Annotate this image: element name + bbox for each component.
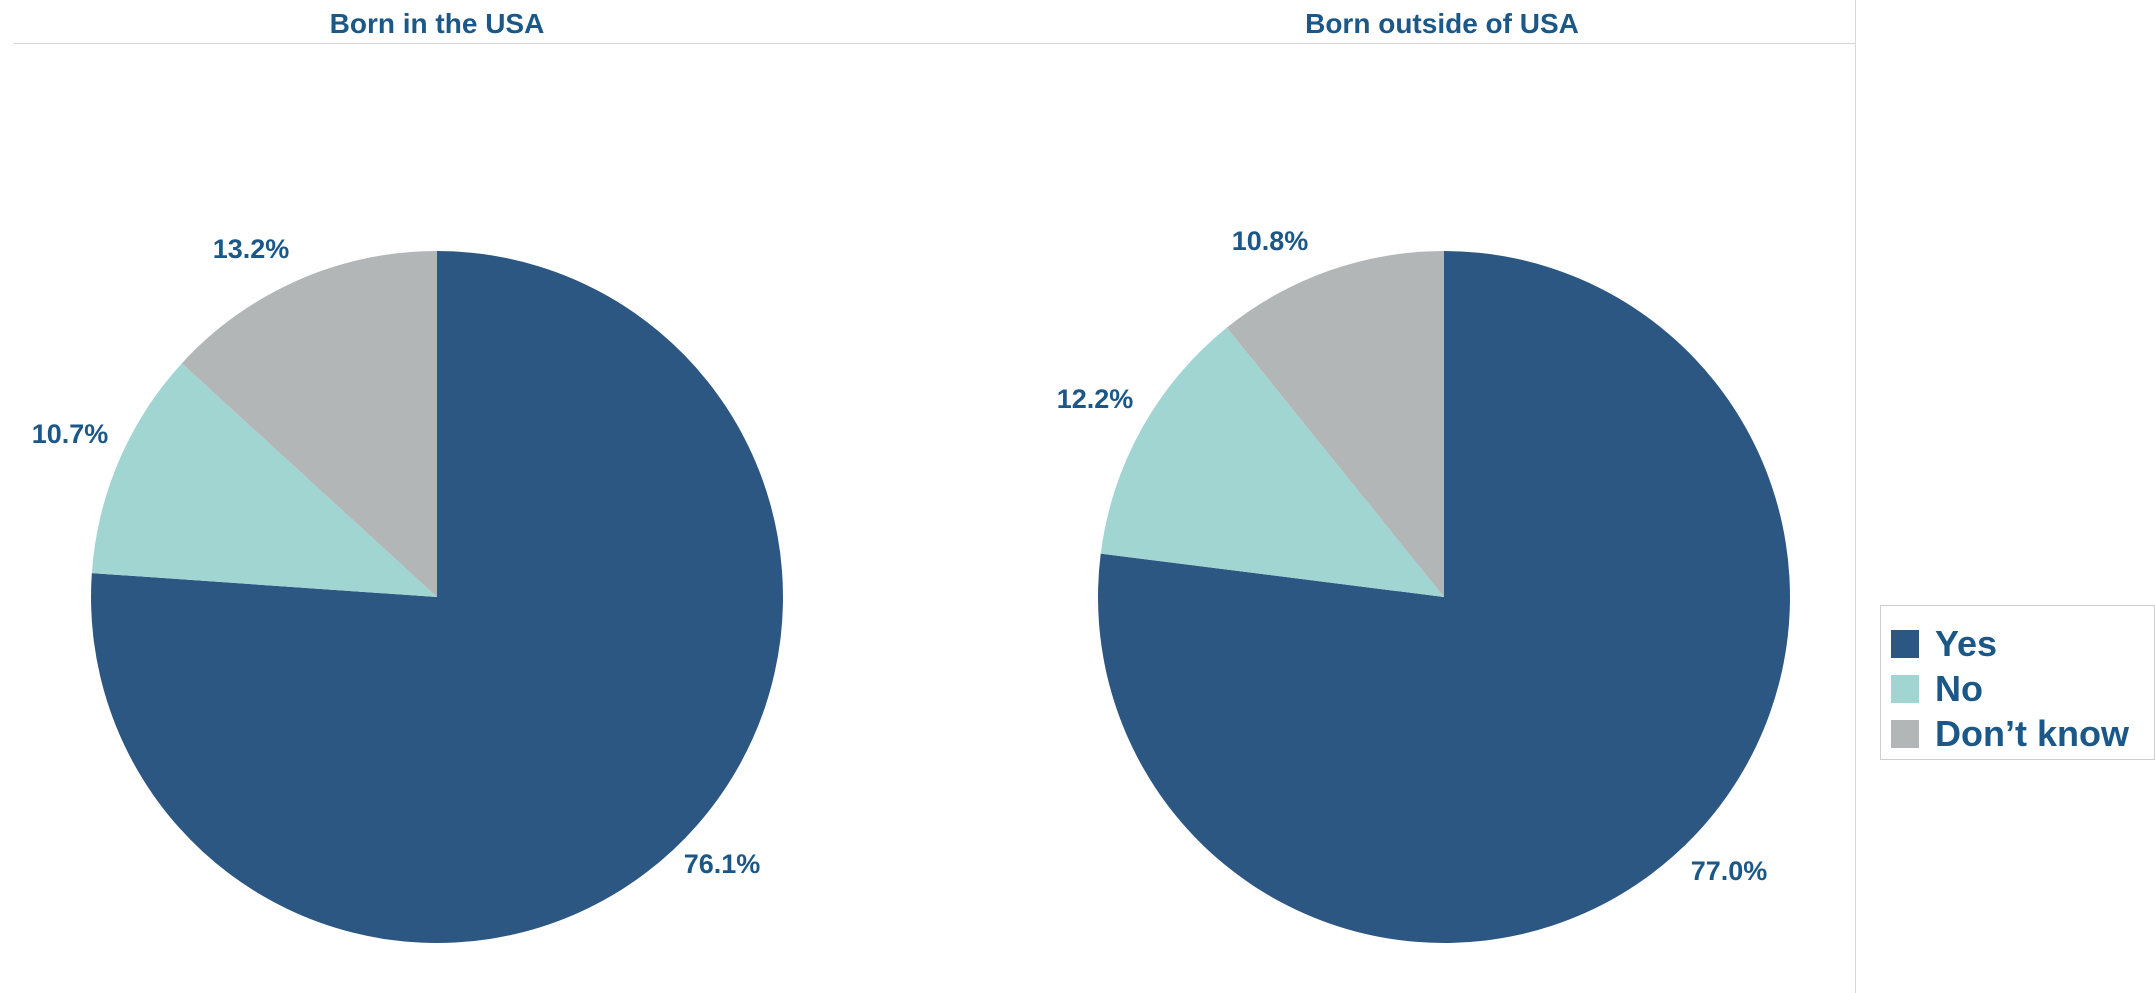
data-label-born-in-usa-no: 10.7% — [32, 419, 109, 449]
legend-label-dont-know: Don’t know — [1935, 713, 2129, 754]
legend-label-yes: Yes — [1935, 623, 1998, 664]
legend-swatch-yes — [1891, 630, 1919, 658]
legend-label-no: No — [1935, 668, 1983, 709]
panel-divider — [1855, 0, 1856, 993]
pie-slice-born-in-usa-no[interactable] — [91, 363, 437, 597]
pie-slice-born-in-usa-yes[interactable] — [91, 251, 784, 943]
data-label-born-in-usa-yes: 76.1% — [684, 849, 761, 879]
legend: Yes No Don’t know — [1880, 605, 2155, 760]
chart-title-born-in-usa: Born in the USA — [329, 8, 545, 39]
pie-slice-born-outside-usa-dont-know[interactable] — [1226, 251, 1444, 597]
header-divider — [14, 43, 1855, 44]
legend-swatch-no — [1891, 675, 1919, 703]
legend-item-no[interactable]: No — [1891, 668, 1983, 709]
data-label-born-outside-usa-yes: 77.0% — [1691, 856, 1768, 886]
data-label-born-outside-usa-dont-know: 10.8% — [1232, 226, 1309, 256]
legend-item-yes[interactable]: Yes — [1891, 623, 1998, 664]
chart-area: Born in the USA Born outside of USA 76.1… — [14, 8, 1855, 944]
chart-title-born-outside-usa: Born outside of USA — [1305, 8, 1579, 39]
legend-item-dont-know[interactable]: Don’t know — [1891, 713, 2129, 754]
pie-slice-born-in-usa-dont-know[interactable] — [181, 251, 437, 597]
pie-slice-born-outside-usa-no[interactable] — [1100, 327, 1444, 597]
data-label-born-in-usa-dont-know: 13.2% — [213, 234, 290, 264]
pie-slice-born-outside-usa-yes[interactable] — [1098, 251, 1791, 944]
data-label-born-outside-usa-no: 12.2% — [1057, 384, 1134, 414]
legend-swatch-dont-know — [1891, 720, 1919, 748]
pie-charts-canvas: 76.1% 10.7% 13.2% 77.0% 12.2% 10.8% — [32, 226, 1791, 944]
